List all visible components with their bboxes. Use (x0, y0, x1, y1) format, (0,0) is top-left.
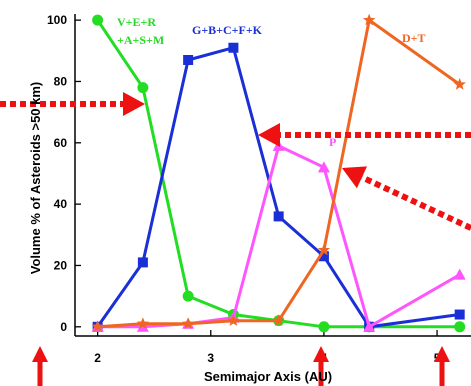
data-point (453, 78, 466, 90)
arrow-up-right (434, 346, 450, 386)
series-line (97, 144, 461, 329)
series-4 (91, 13, 466, 333)
arrow-head (32, 346, 48, 362)
data-point (136, 317, 150, 329)
series-label: D+T (402, 31, 426, 45)
data-point (182, 317, 195, 329)
y-tick-label: 0 (60, 320, 67, 334)
y-tick-label: 20 (54, 258, 68, 272)
arrow-head (123, 92, 145, 116)
arrow-head (434, 346, 450, 362)
data-point (91, 320, 104, 333)
data-point (317, 243, 331, 256)
y-axis: 0 20 40 60 80 100 (47, 13, 81, 334)
series-label: V+E+R (117, 15, 156, 29)
series-labels: V+E+R +A+S+M G+B+C+F+K P D+T (117, 15, 426, 149)
arrow-head (342, 166, 367, 189)
arrow-left-to-green (0, 92, 145, 116)
arrow-right-to-blue-peak (258, 123, 471, 147)
data-point (272, 314, 285, 326)
data-point (317, 161, 330, 173)
arrow-head (258, 123, 280, 147)
series-label: G+B+C+F+K (192, 23, 263, 37)
data-point (137, 257, 148, 268)
data-point (318, 251, 329, 262)
series-label: +A+S+M (117, 33, 164, 47)
data-point (363, 13, 376, 26)
data-point (318, 321, 330, 333)
arrow-shaft (360, 174, 471, 231)
y-tick-label: 40 (54, 197, 68, 211)
data-point (137, 82, 149, 94)
x-tick-label: 3 (207, 351, 214, 365)
series-layer (91, 13, 466, 333)
data-point (92, 14, 104, 26)
arrow-up-middle (313, 346, 329, 386)
data-point (228, 42, 239, 53)
data-point (363, 320, 376, 332)
plot-area (74, 14, 471, 337)
x-tick-label: 2 (94, 351, 101, 365)
data-point (227, 314, 240, 326)
arrow-head (313, 346, 329, 362)
annotation-arrows (0, 92, 471, 386)
series-2 (92, 42, 465, 332)
y-tick-label: 100 (47, 13, 67, 27)
data-point (454, 309, 465, 320)
x-axis-title: Semimajor Axis (AU) (204, 369, 332, 384)
arrow-up-left (32, 346, 48, 386)
data-point (183, 55, 194, 65)
series-1 (92, 14, 466, 333)
series-line (96, 46, 460, 329)
data-point (182, 290, 194, 302)
series-line (97, 18, 461, 329)
data-point (273, 211, 284, 222)
y-axis-title: Volume % of Asteroids >50 km) (28, 82, 43, 275)
y-tick-label: 80 (54, 74, 68, 88)
data-point (453, 268, 466, 280)
series-line (96, 19, 460, 329)
data-point (454, 321, 466, 333)
arrow-right-to-pink (342, 166, 471, 231)
series-label: P (329, 135, 336, 149)
y-tick-label: 60 (54, 136, 68, 150)
